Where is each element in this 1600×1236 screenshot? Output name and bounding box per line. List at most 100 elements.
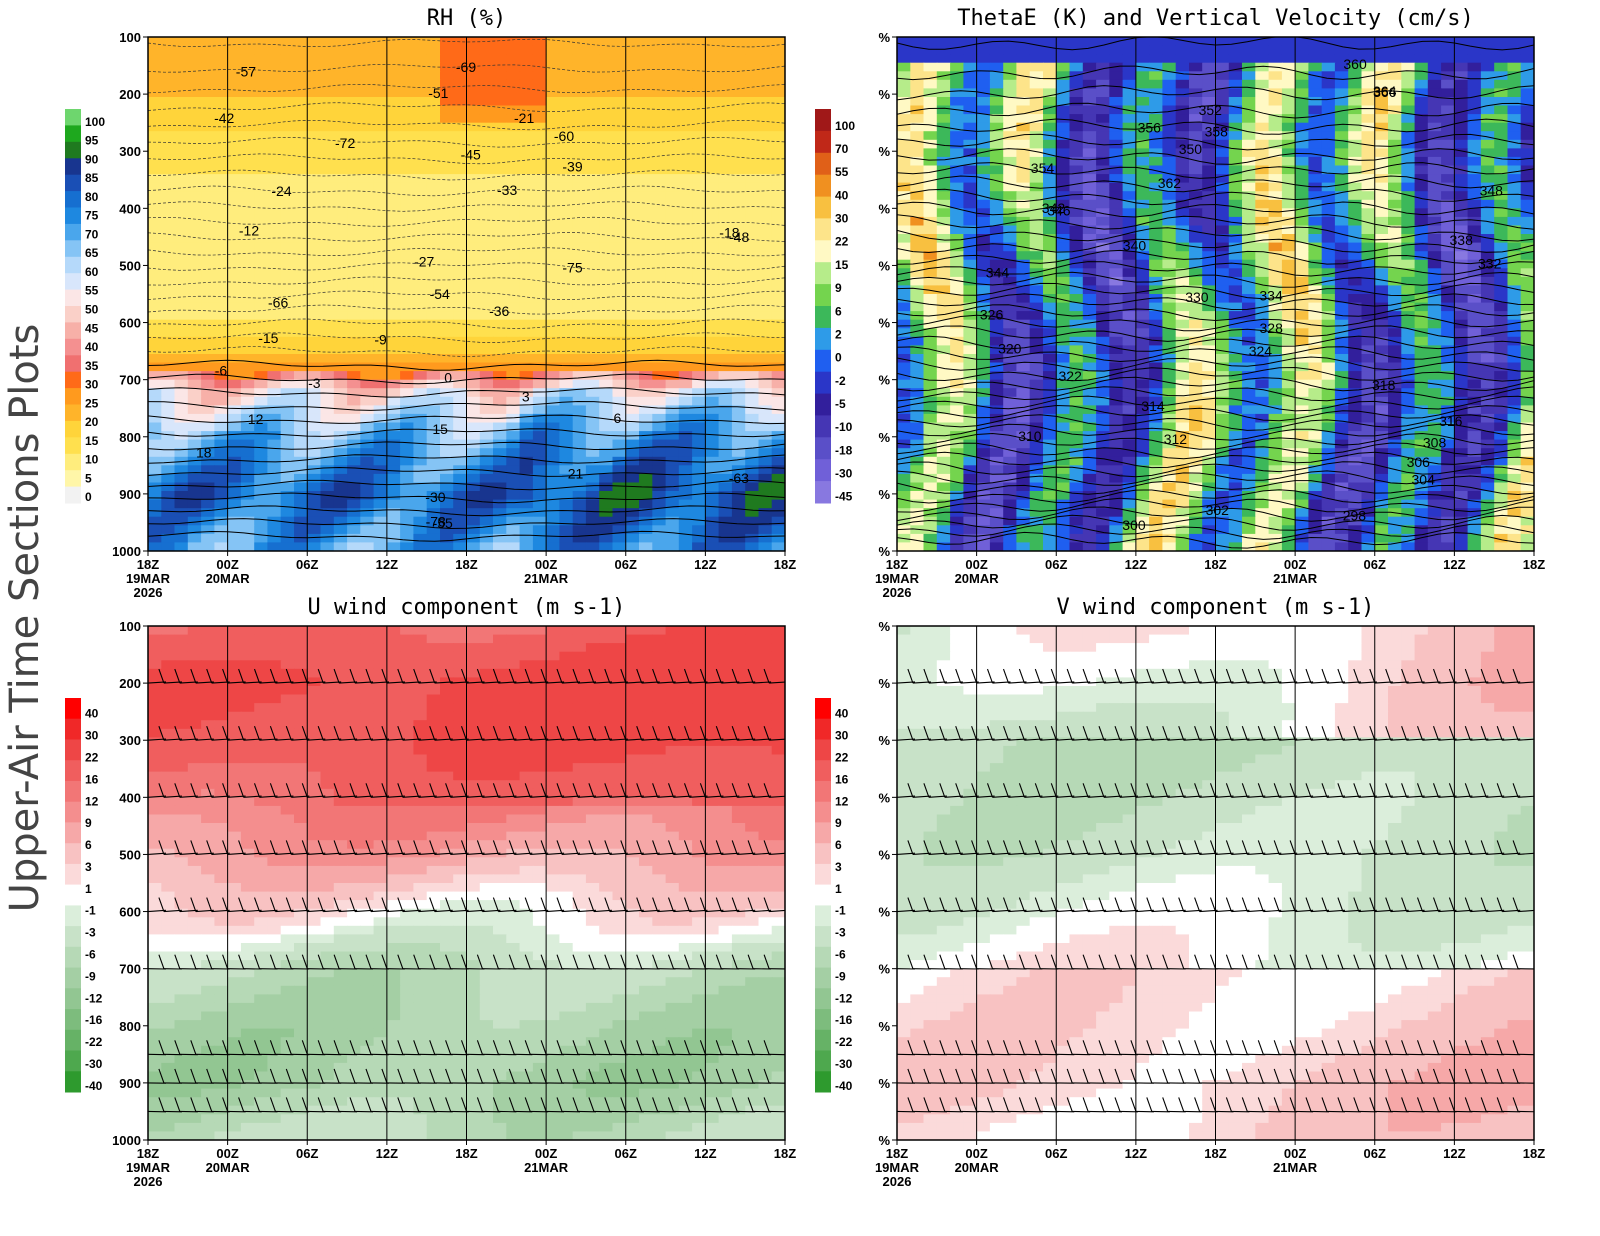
field-cell <box>731 285 746 295</box>
field-cell <box>1308 371 1323 381</box>
field-cell <box>426 131 441 141</box>
field-cell <box>1480 225 1495 235</box>
field-cell <box>1255 328 1270 338</box>
field-cell <box>1467 242 1482 252</box>
field-cell <box>227 456 242 466</box>
field-cell <box>1109 242 1124 252</box>
field-cell <box>1454 362 1469 372</box>
field-cell <box>559 54 574 64</box>
field-cell <box>771 542 785 551</box>
field-cell <box>307 165 322 175</box>
field-cell <box>1295 88 1309 98</box>
field-cell <box>280 276 295 287</box>
field-cell <box>1096 259 1110 269</box>
field-cell <box>1016 114 1031 124</box>
field-cell <box>413 319 428 329</box>
field-cell <box>161 191 176 201</box>
field-cell <box>950 259 964 269</box>
field-cell <box>307 242 322 252</box>
field-cell <box>1308 79 1323 89</box>
field-cell <box>1334 362 1349 372</box>
field-cell <box>936 371 951 381</box>
field-cell <box>267 482 282 492</box>
field-cell <box>187 165 202 175</box>
field-cell <box>453 251 468 261</box>
field-cell <box>1467 371 1482 381</box>
field-cell <box>1467 259 1482 269</box>
field-cell <box>1162 97 1177 107</box>
field-cell <box>440 62 454 72</box>
field-cell <box>665 362 680 372</box>
field-cell <box>1295 37 1309 47</box>
field-cell <box>1334 285 1349 295</box>
colorbar-label: 75 <box>85 209 99 223</box>
field-cell <box>1255 131 1270 141</box>
field-cell <box>227 294 242 304</box>
field-cell <box>692 114 706 124</box>
field-cell <box>187 79 202 89</box>
field-cell <box>1321 105 1336 115</box>
field-cell <box>1507 37 1522 47</box>
field-cell <box>758 533 773 544</box>
field-cell <box>440 379 454 389</box>
field-cell <box>692 413 706 424</box>
field-cell <box>989 45 1004 55</box>
field-cell <box>612 97 627 107</box>
field-cell <box>1494 139 1509 149</box>
field-cell <box>373 302 388 312</box>
field-cell <box>559 354 574 364</box>
field-cell <box>692 122 706 132</box>
field-cell <box>1507 328 1522 338</box>
field-cell <box>910 225 925 235</box>
field-cell <box>1189 362 1203 372</box>
field-cell <box>373 208 388 218</box>
field-cell <box>1295 199 1309 209</box>
field-cell <box>897 319 911 329</box>
field-cell <box>731 422 746 432</box>
field-cell <box>386 156 401 167</box>
field-cell <box>639 165 653 175</box>
field-cell <box>466 88 481 98</box>
field-cell <box>386 302 401 312</box>
field-cell <box>347 268 361 278</box>
field-cell <box>1427 268 1442 278</box>
field-cell <box>254 302 269 312</box>
field-cell <box>692 345 706 355</box>
field-cell <box>466 131 481 141</box>
field-cell <box>1149 208 1163 218</box>
field-cell <box>280 225 295 235</box>
field-cell <box>652 362 667 372</box>
field-cell <box>493 319 507 329</box>
colorbar-swatch <box>65 125 81 143</box>
field-cell <box>1441 294 1455 304</box>
field-cell <box>187 336 202 346</box>
field-cell <box>333 208 348 218</box>
field-cell <box>1480 97 1495 107</box>
field-cell <box>1321 199 1336 209</box>
field-cell <box>1016 259 1031 269</box>
field-cell <box>1388 259 1402 269</box>
field-cell <box>254 62 269 72</box>
field-cell <box>413 328 428 338</box>
field-cell <box>307 45 322 55</box>
field-cell <box>1308 88 1323 98</box>
field-cell <box>1374 199 1389 209</box>
field-cell <box>174 165 189 175</box>
field-cell <box>294 148 308 158</box>
field-cell <box>1454 62 1469 72</box>
field-cell <box>718 499 733 509</box>
field-cell <box>1069 105 1084 115</box>
field-cell <box>1441 371 1455 381</box>
field-cell <box>532 491 547 501</box>
field-cell <box>963 114 978 124</box>
field-cell <box>989 62 1004 72</box>
field-cell <box>771 268 785 278</box>
field-cell <box>1467 114 1482 124</box>
field-cell <box>493 405 507 415</box>
field-cell <box>1082 148 1097 158</box>
field-cell <box>1162 242 1177 252</box>
field-cell <box>373 533 388 544</box>
field-cell <box>1281 328 1296 338</box>
field-cell <box>187 396 202 406</box>
field-cell <box>333 62 348 72</box>
